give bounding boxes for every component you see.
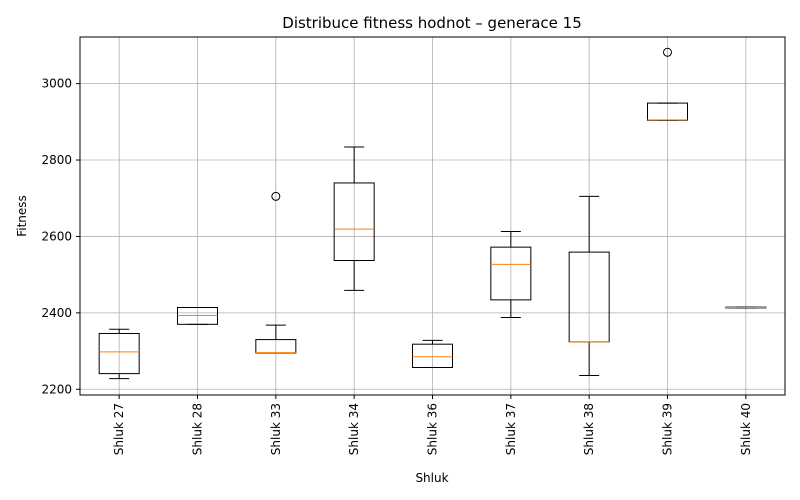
box-group (490, 230, 532, 318)
y-tick-label: 2200 (41, 382, 72, 396)
box (412, 343, 453, 368)
box-group (177, 307, 218, 325)
box (490, 246, 532, 301)
y-tick-label: 3000 (41, 77, 72, 91)
x-tick-label: Shluk 37 (504, 403, 518, 455)
y-tick-label: 2600 (41, 229, 72, 243)
outlier-point (271, 191, 281, 201)
x-tick-label: Shluk 28 (191, 403, 205, 455)
box-group (568, 195, 610, 377)
x-tick-label: Shluk 33 (269, 403, 283, 455)
y-tick-label: 2800 (41, 153, 72, 167)
box (98, 332, 140, 375)
x-tick-label: Shluk 34 (347, 403, 361, 455)
box-group (647, 47, 688, 121)
x-tick-label: Shluk 27 (112, 403, 126, 455)
x-tick-label: Shluk 38 (582, 403, 596, 455)
box (333, 182, 375, 262)
box-group (412, 339, 453, 368)
grid-lines (80, 37, 785, 395)
box-group (98, 328, 140, 380)
x-tick-label: Shluk 36 (426, 403, 440, 455)
boxes-layer (98, 47, 767, 380)
y-tick-label: 2400 (41, 306, 72, 320)
outlier-point (663, 47, 672, 57)
x-axis-label: Shluk (415, 471, 448, 485)
axes-layer: 2200 2400 2600 2800 3000 Shluk 27 Shluk 28 Shlu… (41, 36, 786, 455)
box-group (255, 191, 297, 354)
x-tick-label: Shluk 40 (739, 403, 753, 455)
box-group (333, 146, 375, 291)
x-tick-label: Shluk 39 (661, 403, 675, 455)
box-group (725, 306, 767, 309)
chart-title: Distribuce fitness hodnot – generace 15 (282, 14, 581, 32)
y-axis-label: Fitness (15, 195, 29, 237)
